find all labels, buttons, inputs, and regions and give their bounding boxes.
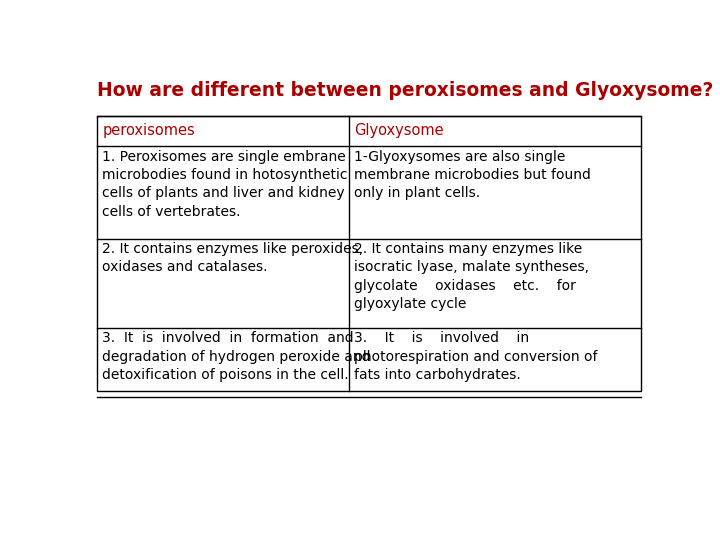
Text: peroxisomes: peroxisomes	[102, 124, 195, 138]
Text: 1. Peroxisomes are single embrane
microbodies found in hotosynthetic
cells of pl: 1. Peroxisomes are single embrane microb…	[102, 150, 348, 219]
Text: 3.  It  is  involved  in  formation  and
degradation of hydrogen peroxide and
de: 3. It is involved in formation and degra…	[102, 332, 371, 382]
Text: How are different between peroxisomes and Glyoxysome?: How are different between peroxisomes an…	[96, 80, 713, 99]
Text: 3.    It    is    involved    in
photorespiration and conversion of
fats into ca: 3. It is involved in photorespiration an…	[354, 332, 598, 382]
Text: Glyoxysome: Glyoxysome	[354, 124, 444, 138]
Text: 2. It contains many enzymes like
isocratic lyase, malate syntheses,
glycolate   : 2. It contains many enzymes like isocrat…	[354, 242, 590, 311]
Text: 2. It contains enzymes like peroxides,
oxidases and catalases.: 2. It contains enzymes like peroxides, o…	[102, 242, 364, 274]
Text: 1-Glyoxysomes are also single
membrane microbodies but found
only in plant cells: 1-Glyoxysomes are also single membrane m…	[354, 150, 591, 200]
Bar	[96, 116, 642, 391]
